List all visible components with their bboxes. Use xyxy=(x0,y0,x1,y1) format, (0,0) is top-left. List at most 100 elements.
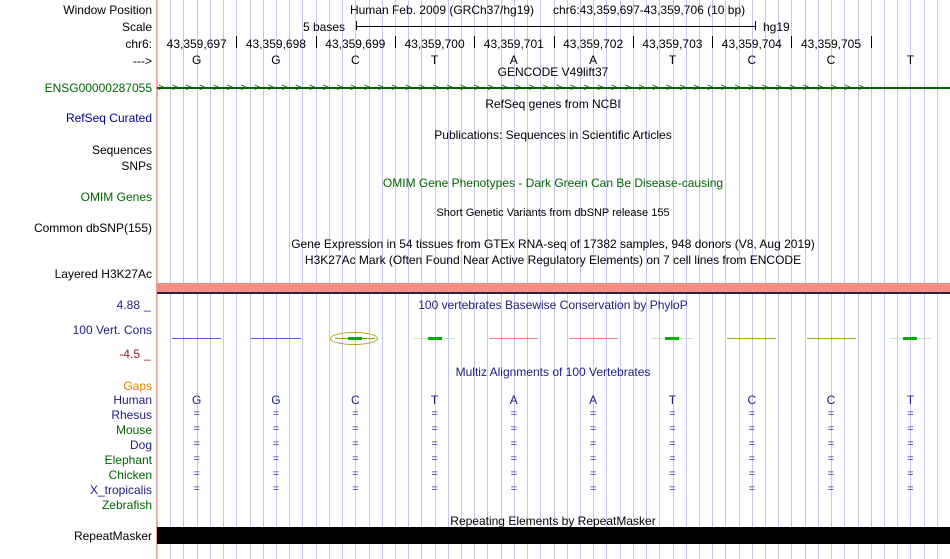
species-label-dog[interactable]: Dog xyxy=(129,438,152,452)
grid-line xyxy=(712,0,714,559)
conservation-bar xyxy=(568,338,618,339)
grid-line xyxy=(870,0,872,559)
ruler-tick xyxy=(553,36,555,48)
multiz-align-mark: = xyxy=(827,483,835,495)
ruler-coord-label: 43,359,703 xyxy=(642,37,703,51)
layered-h3k27ac-label[interactable]: Layered H3K27Ac xyxy=(54,267,152,281)
species-label-mouse[interactable]: Mouse xyxy=(115,423,152,437)
grid-line xyxy=(170,0,172,559)
multiz-align-mark: = xyxy=(193,468,200,480)
grid-line xyxy=(553,0,555,559)
conservation-bar xyxy=(806,338,856,339)
grid-line xyxy=(223,0,225,559)
grid-line xyxy=(923,0,925,559)
ruler-tick xyxy=(236,36,238,48)
window-position-label: Window Position xyxy=(63,3,152,17)
refseq-curated-label[interactable]: RefSeq Curated xyxy=(65,111,152,125)
multiz-align-mark: = xyxy=(907,453,914,465)
dbsnp-center-title: Short Genetic Variants from dbSNP releas… xyxy=(436,207,670,219)
grid-line xyxy=(619,0,621,559)
grid-line xyxy=(408,0,410,559)
assembly-title: Human Feb. 2009 (GRCh37/hg19) xyxy=(349,3,535,17)
grid-line xyxy=(844,0,846,559)
grid-line xyxy=(355,0,357,559)
cons-track-label[interactable]: 100 Vert. Cons xyxy=(72,323,152,337)
gencode-item-label[interactable]: ENSG00000287055 xyxy=(44,81,152,95)
multiz-align-mark: = xyxy=(907,438,914,450)
multiz-align-mark: = xyxy=(272,423,280,435)
multiz-base-letter: T xyxy=(668,393,677,407)
grid-line xyxy=(593,0,595,559)
position-text: chr6:43,359,697-43,359,706 (10 bp) xyxy=(553,3,746,17)
species-label-rhesus[interactable]: Rhesus xyxy=(111,408,152,422)
grid-line xyxy=(368,0,370,559)
scale-bar-right-cap xyxy=(755,21,756,30)
cons-axis-max-tick: _ xyxy=(144,298,151,312)
grid-line xyxy=(725,0,727,559)
grid-line xyxy=(447,0,449,559)
ruler-tick xyxy=(394,36,396,48)
ruler-base-letter: G xyxy=(271,53,281,67)
multiz-align-mark: = xyxy=(907,468,914,480)
ruler-tick xyxy=(791,36,793,48)
grid-line xyxy=(672,0,674,559)
scale-label: Scale xyxy=(121,20,152,34)
grid-line xyxy=(328,0,330,559)
conservation-bar xyxy=(489,338,539,339)
grid-line xyxy=(381,0,383,559)
multiz-center-title: Multiz Alignments of 100 Vertebrates xyxy=(455,365,651,379)
grid-line xyxy=(778,0,780,559)
multiz-align-mark: = xyxy=(510,408,518,420)
multiz-align-mark: = xyxy=(431,483,438,495)
grid-line xyxy=(289,0,291,559)
grid-line xyxy=(936,0,938,559)
scale-bar-left-cap xyxy=(356,21,357,30)
species-label-elephant[interactable]: Elephant xyxy=(104,453,152,467)
repeatmasker-label[interactable]: RepeatMasker xyxy=(73,529,152,543)
repeatmasker-feature-bar[interactable] xyxy=(157,527,950,544)
cons-axis-max: 4.88 xyxy=(116,298,140,312)
grid-line xyxy=(209,0,211,559)
cons-axis-min: -4.5 xyxy=(119,347,140,361)
ruler-tick xyxy=(315,36,317,48)
multiz-align-mark: = xyxy=(431,423,438,435)
multiz-align-mark: = xyxy=(510,423,518,435)
grid-line xyxy=(315,0,317,559)
multiz-align-mark: = xyxy=(669,408,676,420)
species-label-chicken[interactable]: Chicken xyxy=(108,468,152,482)
conservation-peak xyxy=(427,337,442,340)
omim-genes-label[interactable]: OMIM Genes xyxy=(80,190,152,204)
multiz-align-mark: = xyxy=(827,453,835,465)
grid-line xyxy=(302,0,304,559)
multiz-align-mark: = xyxy=(352,408,359,420)
pubs-sequences-label[interactable]: Sequences xyxy=(91,143,152,157)
grid-line xyxy=(513,0,515,559)
species-label-zebrafish[interactable]: Zebrafish xyxy=(101,498,152,512)
multiz-gaps-label[interactable]: Gaps xyxy=(123,379,152,393)
ruler-coord-label: 43,359,697 xyxy=(166,37,227,51)
ruler-tick xyxy=(474,36,476,48)
ruler-tick xyxy=(712,36,714,48)
species-label-x_tropicalis[interactable]: X_tropicalis xyxy=(89,483,152,497)
ruler-coord-label: 43,359,699 xyxy=(325,37,386,51)
common-dbsnp-label[interactable]: Common dbSNP(155) xyxy=(33,221,152,235)
grid-line xyxy=(342,0,343,559)
h3k27ac-signal-bar[interactable] xyxy=(157,283,950,292)
grid-line xyxy=(500,0,502,559)
grid-line xyxy=(474,0,476,559)
grid-line xyxy=(183,0,185,559)
multiz-align-mark: = xyxy=(510,468,518,480)
multiz-align-mark: = xyxy=(272,483,280,495)
multiz-align-mark: = xyxy=(669,483,676,495)
species-label-human[interactable]: Human xyxy=(113,393,152,407)
grid-line xyxy=(883,0,885,559)
gencode-transcript-line[interactable] xyxy=(157,87,950,89)
pubs-snps-label[interactable]: SNPs xyxy=(121,159,152,173)
ruler-coord-label: 43,359,701 xyxy=(483,37,544,51)
grid-line xyxy=(236,0,238,559)
multiz-align-mark: = xyxy=(748,408,756,420)
grid-line xyxy=(249,0,251,559)
grid-line xyxy=(421,0,423,559)
multiz-base-letter: G xyxy=(271,393,281,407)
